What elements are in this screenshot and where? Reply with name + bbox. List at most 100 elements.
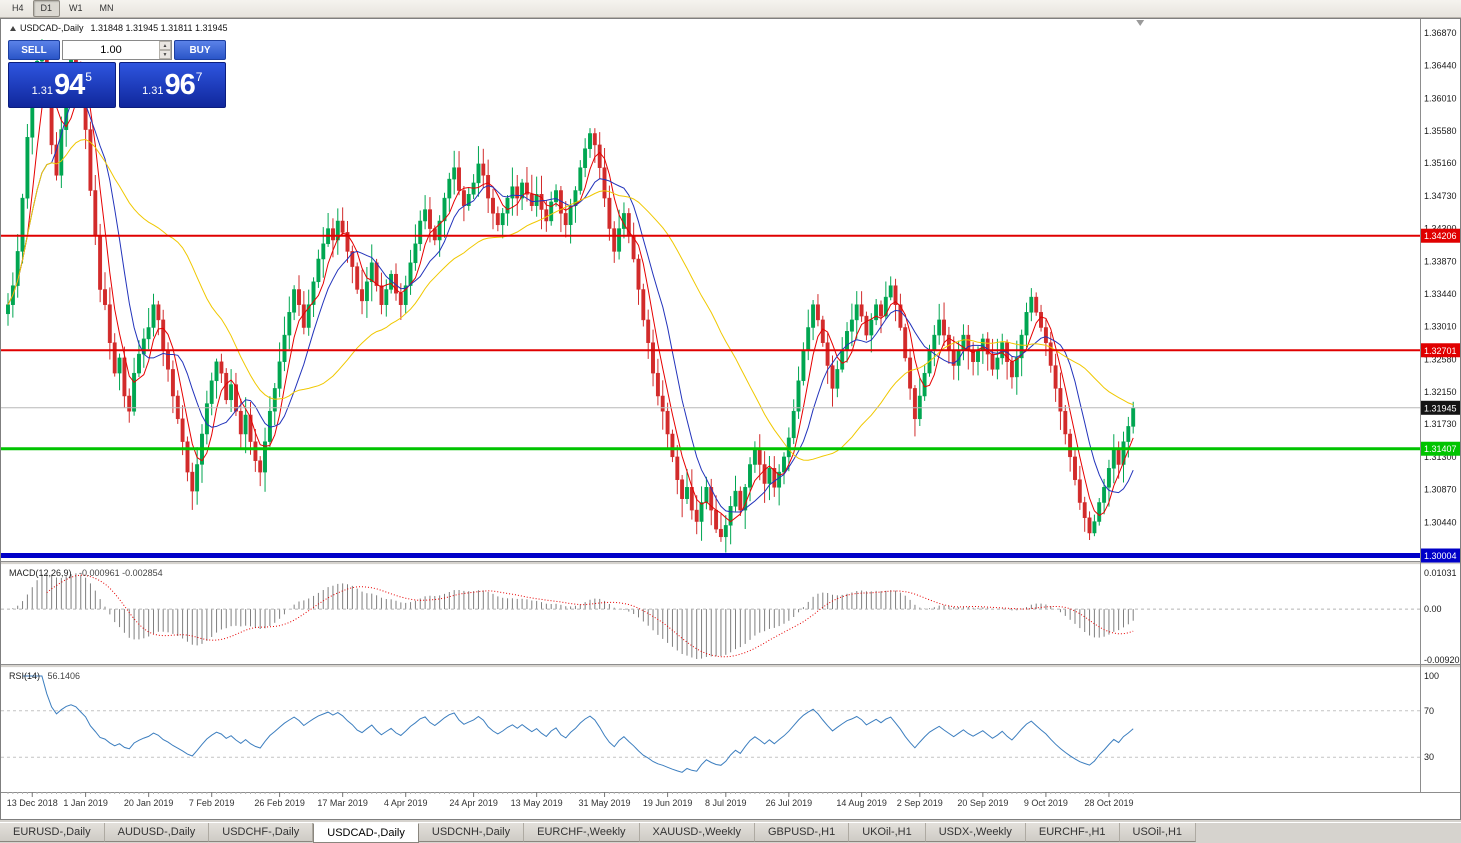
pane-divider-macd[interactable]: [1, 561, 1460, 565]
svg-text:13 May 2019: 13 May 2019: [511, 798, 563, 808]
svg-text:26 Feb 2019: 26 Feb 2019: [254, 798, 305, 808]
symbol-tab-eurusd-daily[interactable]: EURUSD-,Daily: [0, 823, 105, 842]
sell-button[interactable]: SELL: [8, 40, 60, 60]
sell-price-display[interactable]: 1.31 94 5: [8, 62, 116, 108]
price-axis[interactable]: 1.36870 1.36440 1.36010 1.35580 1.35160 1.347…: [1424, 28, 1457, 527]
svg-text:1.33870: 1.33870: [1424, 256, 1457, 266]
symbol-tab-audusd-daily[interactable]: AUDUSD-,Daily: [104, 823, 210, 842]
svg-text:20 Jan 2019: 20 Jan 2019: [124, 798, 174, 808]
price-level-line-1.31407[interactable]: 1.31407: [1, 441, 1460, 456]
sell-price-main: 94: [53, 68, 85, 101]
svg-text:1.33010: 1.33010: [1424, 322, 1457, 332]
date-axis[interactable]: 13 Dec 2018 1 Jan 2019 20 Jan 2019 7 Feb 20…: [7, 792, 1134, 808]
symbol-tab-usdx-weekly[interactable]: USDX-,Weekly: [925, 823, 1026, 842]
svg-text:1.34206: 1.34206: [1424, 231, 1457, 241]
chart-title: USDCAD-,Daily 1.31848 1.31945 1.31811 1.…: [10, 23, 227, 33]
buy-price-prefix: 1.31: [142, 85, 164, 97]
rsi-label: RSI(14) 56.1406: [9, 671, 80, 681]
svg-text:28 Oct 2019: 28 Oct 2019: [1084, 798, 1133, 808]
svg-text:100: 100: [1424, 671, 1439, 681]
one-click-trade-panel: SELL 1.00 ▲ ▼ BUY 1.31 94 5 1.31 96 7: [8, 40, 226, 108]
rsi-levels: [1, 710, 1420, 758]
timeframe-button-h4[interactable]: H4: [12, 3, 24, 13]
symbol-tabbar: EURUSD-,Daily AUDUSD-,Daily USDCHF-,Daily U…: [0, 822, 1461, 843]
ma-34-line: [7, 138, 1134, 461]
svg-text:2 Sep 2019: 2 Sep 2019: [897, 798, 943, 808]
svg-text:1.35580: 1.35580: [1424, 126, 1457, 136]
rsi-value: 56.1406: [47, 671, 81, 681]
svg-text:1.36010: 1.36010: [1424, 93, 1457, 103]
timeframe-toolbar: H4 D1 W1 MN: [0, 0, 1461, 18]
chart-shift-marker-icon[interactable]: [1136, 20, 1145, 26]
svg-text:17 Mar 2019: 17 Mar 2019: [317, 798, 368, 808]
symbol-tab-eurchf-h1[interactable]: EURCHF-,H1: [1025, 823, 1120, 842]
svg-text:1.32701: 1.32701: [1424, 346, 1457, 356]
macd-values: -0.000961 -0.002854: [79, 568, 163, 578]
svg-text:4 Apr 2019: 4 Apr 2019: [384, 798, 428, 808]
svg-text:19 Jun 2019: 19 Jun 2019: [643, 798, 693, 808]
svg-text:7 Feb 2019: 7 Feb 2019: [189, 798, 235, 808]
volume-value[interactable]: 1.00: [100, 44, 122, 56]
volume-spinner: ▲ ▼: [159, 41, 171, 59]
svg-text:1.30870: 1.30870: [1424, 485, 1457, 495]
svg-text:1.31730: 1.31730: [1424, 419, 1457, 429]
macd-axis[interactable]: 0.01031 0.00 -0.00920: [1424, 568, 1460, 665]
rsi-axis[interactable]: 100 70 30: [1424, 671, 1439, 762]
symbol-tab-usoil-h1[interactable]: USOil-,H1: [1119, 823, 1197, 842]
svg-text:1.30440: 1.30440: [1424, 517, 1457, 527]
ma-10-line: [7, 95, 1134, 513]
svg-text:30: 30: [1424, 752, 1434, 762]
svg-text:20 Sep 2019: 20 Sep 2019: [957, 798, 1008, 808]
chart-background: [1, 19, 1460, 820]
symbol-tab-eurchf-weekly[interactable]: EURCHF-,Weekly: [524, 823, 640, 842]
symbol-tab-usdcad-daily[interactable]: USDCAD-,Daily: [313, 823, 419, 843]
svg-text:1.30004: 1.30004: [1424, 551, 1457, 561]
price-level-line-1.32701[interactable]: 1.32701: [1, 343, 1460, 358]
svg-text:24 Apr 2019: 24 Apr 2019: [449, 798, 498, 808]
buy-price-main: 96: [164, 68, 195, 101]
timeframe-button-w1[interactable]: W1: [69, 3, 83, 13]
ma-5-line: [7, 87, 1134, 523]
symbol-tab-ukoil-h1[interactable]: UKOil-,H1: [849, 823, 926, 842]
trade-panel-controls: SELL 1.00 ▲ ▼ BUY: [8, 40, 226, 60]
sell-price-prefix: 1.31: [31, 85, 53, 97]
trade-panel-prices: 1.31 94 5 1.31 96 7: [8, 62, 226, 108]
volume-field[interactable]: 1.00 ▲ ▼: [62, 40, 172, 60]
macd-histogram: [12, 573, 1134, 659]
svg-text:1.34730: 1.34730: [1424, 191, 1457, 201]
svg-text:70: 70: [1424, 706, 1434, 716]
buy-price-display[interactable]: 1.31 96 7: [118, 62, 226, 108]
svg-text:0.00: 0.00: [1424, 604, 1442, 614]
rsi-line: [22, 675, 1134, 773]
svg-text:-0.00920: -0.00920: [1424, 655, 1460, 665]
volume-decrease-button[interactable]: ▼: [159, 50, 171, 59]
timeframe-button-mn[interactable]: MN: [99, 3, 114, 13]
symbol-tab-gbpusd-h1[interactable]: GBPUSD-,H1: [754, 823, 850, 842]
macd-label: MACD(12,26,9) -0.000961 -0.002854: [9, 568, 163, 578]
chart-title-ohlc: 1.31848 1.31945 1.31811 1.31945: [90, 23, 228, 33]
volume-increase-button[interactable]: ▲: [159, 41, 171, 50]
symbol-tab-xauusd-weekly[interactable]: XAUUSD-,Weekly: [639, 823, 755, 842]
svg-text:1 Jan 2019: 1 Jan 2019: [63, 798, 108, 808]
pane-divider-rsi[interactable]: [1, 664, 1460, 668]
buy-price-pipette: 7: [195, 70, 203, 84]
symbol-tab-usdchf-daily[interactable]: USDCHF-,Daily: [209, 823, 314, 842]
svg-text:1.31300: 1.31300: [1424, 452, 1457, 462]
buy-button[interactable]: BUY: [174, 40, 226, 60]
svg-text:13 Dec 2018: 13 Dec 2018: [7, 798, 58, 808]
svg-text:8 Jul 2019: 8 Jul 2019: [705, 798, 747, 808]
current-price-marker: 1.31945: [1, 400, 1460, 415]
price-level-line-1.30004[interactable]: 1.30004: [1, 548, 1460, 563]
svg-text:1.32580: 1.32580: [1424, 354, 1457, 364]
svg-text:14 Aug 2019: 14 Aug 2019: [836, 798, 887, 808]
svg-text:1.33440: 1.33440: [1424, 289, 1457, 299]
svg-text:1.35160: 1.35160: [1424, 158, 1457, 168]
symbol-tab-usdcnh-daily[interactable]: USDCNH-,Daily: [418, 823, 525, 842]
price-level-line-1.34206[interactable]: 1.34206: [1, 228, 1460, 243]
timeframe-button-d1[interactable]: D1: [32, 0, 61, 17]
svg-text:1.31945: 1.31945: [1424, 403, 1457, 413]
svg-text:1.32150: 1.32150: [1424, 387, 1457, 397]
svg-text:26 Jul 2019: 26 Jul 2019: [766, 798, 813, 808]
svg-text:1.31407: 1.31407: [1424, 444, 1457, 454]
